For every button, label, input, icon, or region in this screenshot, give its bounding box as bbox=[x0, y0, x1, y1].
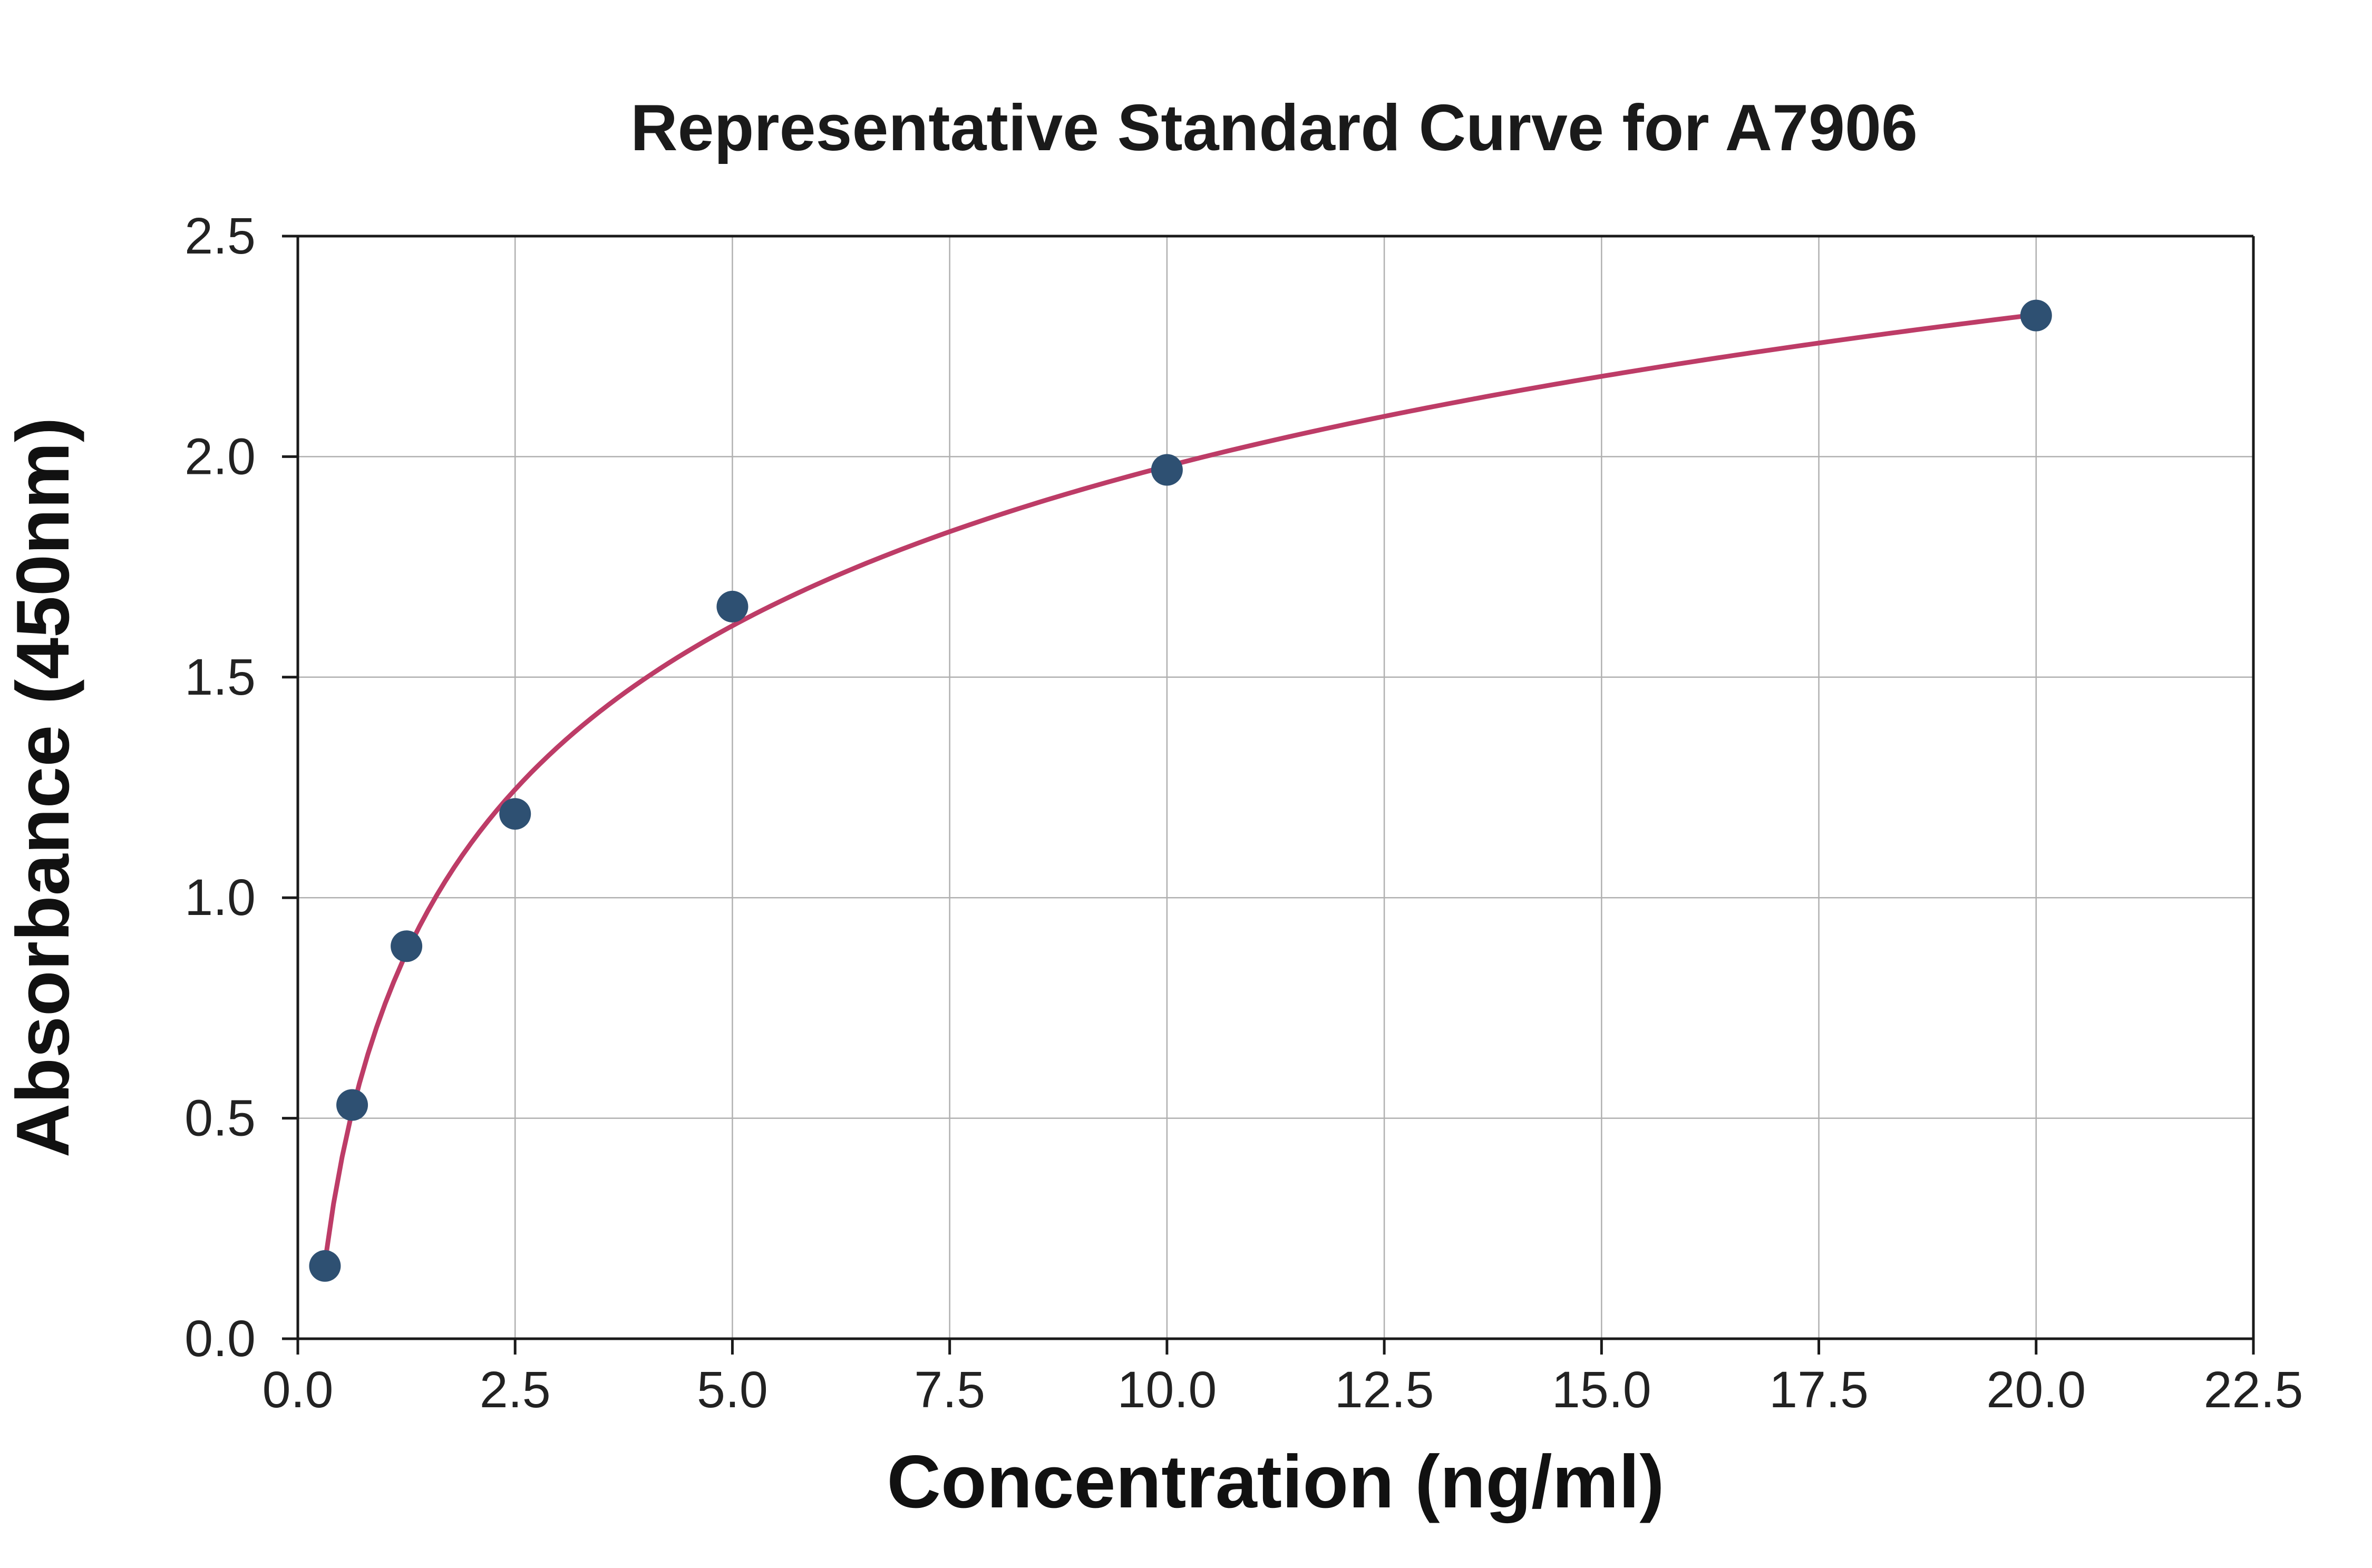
svg-text:10.0: 10.0 bbox=[1117, 1361, 1217, 1418]
svg-text:1.0: 1.0 bbox=[184, 869, 256, 926]
svg-text:Representative Standard Curve: Representative Standard Curve for A7906 bbox=[630, 92, 1918, 164]
svg-text:12.5: 12.5 bbox=[1335, 1361, 1434, 1418]
svg-text:1.5: 1.5 bbox=[184, 648, 256, 706]
svg-text:0.0: 0.0 bbox=[263, 1361, 334, 1418]
svg-text:5.0: 5.0 bbox=[697, 1361, 768, 1418]
svg-text:0.5: 0.5 bbox=[184, 1089, 256, 1147]
svg-text:2.5: 2.5 bbox=[184, 207, 256, 265]
svg-text:22.5: 22.5 bbox=[2204, 1361, 2303, 1418]
svg-text:2.0: 2.0 bbox=[184, 427, 256, 485]
svg-text:Absorbance (450nm): Absorbance (450nm) bbox=[1, 417, 85, 1158]
svg-text:15.0: 15.0 bbox=[1552, 1361, 1651, 1418]
svg-text:7.5: 7.5 bbox=[914, 1361, 985, 1418]
svg-text:Concentration (ng/ml): Concentration (ng/ml) bbox=[887, 1440, 1664, 1524]
svg-text:20.0: 20.0 bbox=[1986, 1361, 2086, 1418]
svg-text:17.5: 17.5 bbox=[1769, 1361, 1869, 1418]
svg-text:2.5: 2.5 bbox=[480, 1361, 551, 1418]
svg-text:0.0: 0.0 bbox=[184, 1310, 256, 1367]
